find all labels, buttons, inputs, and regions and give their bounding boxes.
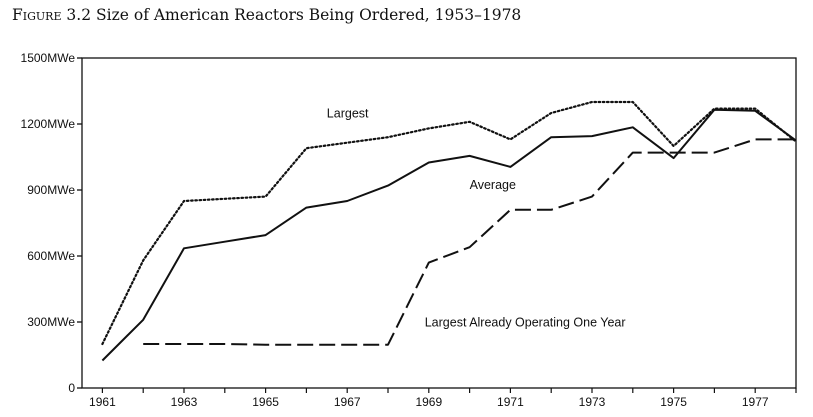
chart-title: Figure 3.2 Size of American Reactors Bei… [12,6,521,24]
y-tick-label: 300MWe [27,315,75,329]
x-tick-label: 1969 [415,395,442,409]
y-tick-label: 600MWe [27,249,75,263]
plot-frame [81,57,797,389]
series-line-dotted [101,100,798,346]
y-tick-label: 0 [68,381,75,395]
series-label: Largest [327,106,369,120]
x-tick-label: 1961 [89,395,116,409]
y-tick-label: 1200MWe [21,117,76,131]
x-tick-label: 1977 [742,395,769,409]
series-line-dashed [143,138,796,346]
x-tick-label: 1971 [497,395,524,409]
figure-number: 3.2 [66,6,92,24]
figure-word: Figure [12,6,62,24]
x-tick-label: 1963 [171,395,198,409]
x-tick-label: 1973 [579,395,606,409]
x-tick-label: 1975 [660,395,687,409]
series-label: Largest Already Operating One Year [425,315,626,329]
figure-title-text: Size of American Reactors Being Ordered,… [96,6,522,24]
x-tick-label: 1967 [334,395,361,409]
y-tick-label: 900MWe [27,183,75,197]
series-label: Average [470,178,516,192]
series-line-solid [101,108,797,362]
x-tick-label: 1965 [252,395,279,409]
y-tick-label: 1500MWe [21,51,76,65]
